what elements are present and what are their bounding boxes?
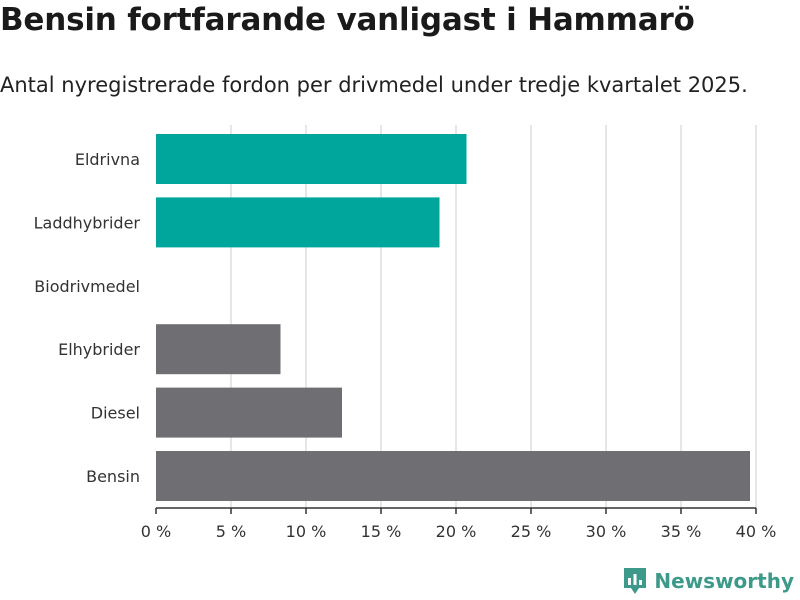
category-labels: Eldrivna Laddhybrider Biodrivmedel Elhybrid…	[34, 150, 141, 486]
x-tick-label-5: 5 %	[216, 522, 246, 541]
bar-laddhybrider	[156, 197, 440, 248]
x-tick-label-35: 35 %	[661, 522, 702, 541]
x-tick-label-30: 30 %	[586, 522, 627, 541]
bar-bensin	[156, 451, 750, 501]
category-label-bensin: Bensin	[86, 467, 140, 486]
x-tick-label-20: 20 %	[436, 522, 477, 541]
x-tick-label-40: 40 %	[736, 522, 777, 541]
x-tick-label-10: 10 %	[286, 522, 327, 541]
category-label-eldrivna: Eldrivna	[75, 150, 140, 169]
x-tick-label-15: 15 %	[361, 522, 402, 541]
bar-elhybrider	[156, 324, 281, 375]
x-tick-label-25: 25 %	[511, 522, 552, 541]
bar-chart-pin-icon	[624, 568, 647, 594]
bar-diesel	[156, 387, 342, 438]
category-label-diesel: Diesel	[91, 404, 140, 423]
grid-lines	[230, 125, 757, 508]
chart-subtitle: Antal nyregistrerade fordon per drivmede…	[0, 73, 748, 97]
category-label-laddhybrider: Laddhybrider	[34, 213, 141, 232]
bar-eldrivna	[156, 134, 467, 184]
x-tick-label-0: 0 %	[141, 522, 171, 541]
category-label-elhybrider: Elhybrider	[58, 340, 140, 359]
chart-title: Bensin fortfarande vanligast i Hammarö	[0, 2, 695, 38]
newsworthy-logo: Newsworthy	[622, 566, 794, 596]
x-axis: 0 % 5 % 10 % 15 % 20 % 25 % 30 % 35 % 40 %	[141, 507, 777, 541]
brand-name: Newsworthy	[654, 569, 794, 593]
category-label-biodrivmedel: Biodrivmedel	[34, 277, 140, 296]
bars	[156, 134, 750, 501]
